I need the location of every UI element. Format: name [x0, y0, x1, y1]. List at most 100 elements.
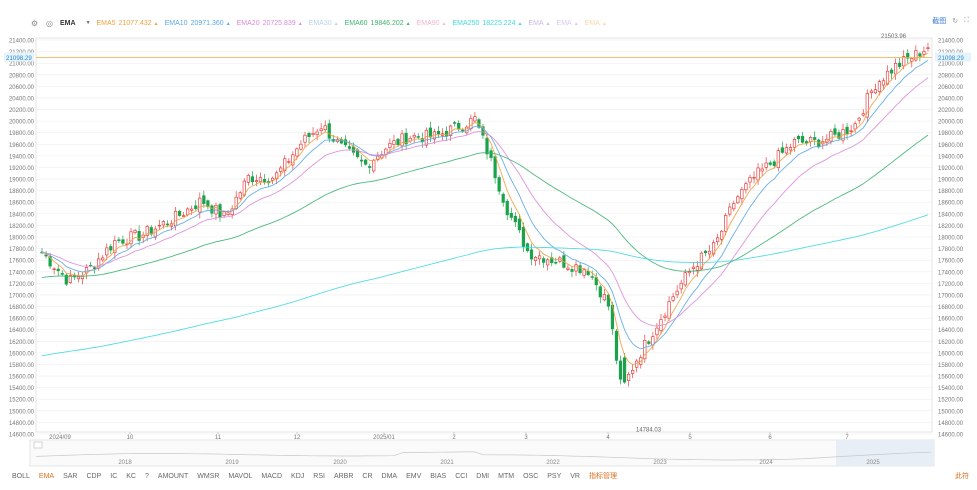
- chevron-down-icon[interactable]: ▼: [85, 20, 91, 26]
- ema-legend-item[interactable]: EMA30 ▲: [309, 20, 339, 27]
- candle-body: [303, 134, 307, 143]
- candle-body: [182, 215, 186, 217]
- candle-body: [606, 294, 610, 307]
- candle-body: [222, 211, 226, 216]
- candlestick-chart[interactable]: 21400.0021400.0021200.0021200.0021000.00…: [0, 30, 977, 470]
- y-tick-label: 19400.00: [9, 154, 35, 160]
- indicator-tab[interactable]: KC: [126, 472, 136, 480]
- candle-body: [157, 224, 161, 227]
- ema-legend-value: 20725.839: [262, 19, 296, 27]
- indicator-tab[interactable]: EMA: [38, 472, 55, 480]
- y-tick-label: 19800.00: [9, 131, 35, 137]
- legend-arrow-icon[interactable]: ▲: [333, 20, 339, 27]
- gear-icon[interactable]: ⚙: [30, 18, 39, 28]
- indicator-tab[interactable]: ARBR: [333, 472, 354, 480]
- indicator-tab[interactable]: PSY: [547, 472, 562, 480]
- legend-arrow-icon[interactable]: ▲: [225, 20, 231, 27]
- candle-body: [56, 268, 60, 272]
- candle-body: [703, 250, 708, 253]
- ema-legend-item[interactable]: EMA ▲: [528, 20, 550, 27]
- candle-body: [837, 132, 841, 139]
- candle-body: [173, 210, 178, 227]
- overview-handle[interactable]: [33, 441, 43, 449]
- indicator-tab[interactable]: AMOUNT: [157, 472, 189, 480]
- legend-arrow-icon[interactable]: ▲: [517, 20, 523, 27]
- ema-legend-item[interactable]: EMA20 20725.839 ▲: [237, 20, 303, 27]
- indicator-manage-button[interactable]: 指标管理: [589, 473, 617, 480]
- candle-body: [910, 58, 914, 62]
- ema-legend-item[interactable]: EMA10 20971.360 ▲: [165, 20, 231, 27]
- legend-arrow-icon[interactable]: ▲: [545, 20, 551, 27]
- candle-body: [813, 137, 817, 140]
- indicator-tab[interactable]: EMV: [406, 472, 422, 480]
- candle-body: [683, 272, 687, 286]
- y-tick-label: 19000.00: [9, 178, 35, 184]
- indicator-tab[interactable]: MTM: [498, 472, 515, 480]
- y-tick-label-right: 19800.00: [938, 131, 964, 137]
- ema-legend-item[interactable]: EMA60 19846.202 ▲: [345, 20, 411, 27]
- candle-body: [68, 275, 72, 283]
- candle-body: [485, 137, 489, 155]
- y-tick-label: 16800.00: [9, 305, 35, 311]
- y-tick-label-right: 21000.00: [938, 62, 964, 68]
- indicator-tab[interactable]: IC: [110, 472, 118, 480]
- ema-legend-item[interactable]: EMA5 21077.432 ▲: [97, 20, 159, 27]
- indicator-tab[interactable]: BIAS: [430, 472, 447, 480]
- candle-body: [833, 128, 837, 135]
- candle-body: [578, 265, 582, 274]
- y-tick-label-right: 20000.00: [938, 120, 964, 126]
- indicator-tab[interactable]: CR: [362, 472, 373, 480]
- indicator-tab[interactable]: DMI: [476, 472, 490, 480]
- legend-arrow-icon[interactable]: ▲: [153, 20, 159, 27]
- indicator-tab[interactable]: ?: [145, 472, 149, 480]
- candle-body: [655, 327, 659, 336]
- candle-body: [853, 123, 857, 130]
- legend-arrow-icon[interactable]: ▲: [573, 20, 579, 27]
- low-price-label: 14784.03: [636, 427, 662, 433]
- overview-year-label: 2023: [653, 460, 667, 466]
- indicator-tab[interactable]: MAVOL: [228, 472, 253, 480]
- candle-body: [76, 276, 81, 280]
- current-price-tag-right-bg: [935, 52, 971, 62]
- ema-legend-label: EMA30: [308, 19, 332, 27]
- legend-arrow-icon[interactable]: ▲: [441, 20, 447, 27]
- ema-legend-label: EMA20: [236, 19, 260, 27]
- candle-body: [720, 230, 724, 240]
- legend-arrow-icon[interactable]: ▲: [601, 20, 607, 27]
- high-price-label: 21503.96: [881, 34, 907, 40]
- legend-arrow-icon[interactable]: ▲: [405, 20, 411, 27]
- indicator-tab[interactable]: SAR: [63, 472, 78, 480]
- screenshot-button[interactable]: 截图: [932, 18, 947, 25]
- candle-body: [137, 231, 141, 241]
- indicator-tab[interactable]: OSC: [523, 472, 539, 480]
- indicator-tab[interactable]: CDP: [86, 472, 102, 480]
- candle-body: [873, 89, 877, 94]
- candle-body: [493, 156, 497, 179]
- candle-body: [796, 135, 801, 140]
- ema-legend-item[interactable]: EMA90 ▲: [417, 20, 447, 27]
- indicator-tab[interactable]: BOLL: [12, 472, 30, 480]
- bottom-right-label[interactable]: 此符: [955, 473, 969, 480]
- indicator-tab[interactable]: DMA: [381, 472, 398, 480]
- candle-body: [509, 213, 513, 218]
- legend-arrow-icon[interactable]: ▲: [297, 20, 303, 27]
- indicator-tab[interactable]: KDJ: [291, 472, 305, 480]
- indicator-tab[interactable]: CCI: [455, 472, 468, 480]
- plot-frame: [35, 37, 933, 433]
- indicator-tab[interactable]: VR: [570, 472, 580, 480]
- candle-body: [230, 208, 234, 215]
- y-tick-label: 14800.00: [9, 421, 35, 427]
- indicator-tab[interactable]: WMSR: [197, 472, 220, 480]
- ema-legend-item[interactable]: EMA ▲: [557, 20, 579, 27]
- candle-body: [671, 296, 675, 301]
- candle-body: [388, 142, 392, 148]
- indicator-tab[interactable]: MACD: [261, 472, 283, 480]
- fullscreen-icon[interactable]: ⛶: [964, 17, 969, 24]
- ema-legend-item[interactable]: EMA ▲: [585, 20, 607, 27]
- refresh-icon[interactable]: ↻: [952, 18, 959, 25]
- ema-legend-item[interactable]: EMA250 18225.224 ▲: [453, 20, 523, 27]
- indicator-tab[interactable]: RSI: [313, 472, 325, 480]
- visibility-icon[interactable]: ◎: [46, 18, 53, 28]
- y-tick-label: 18200.00: [9, 224, 35, 230]
- indicator-name[interactable]: EMA: [60, 19, 76, 27]
